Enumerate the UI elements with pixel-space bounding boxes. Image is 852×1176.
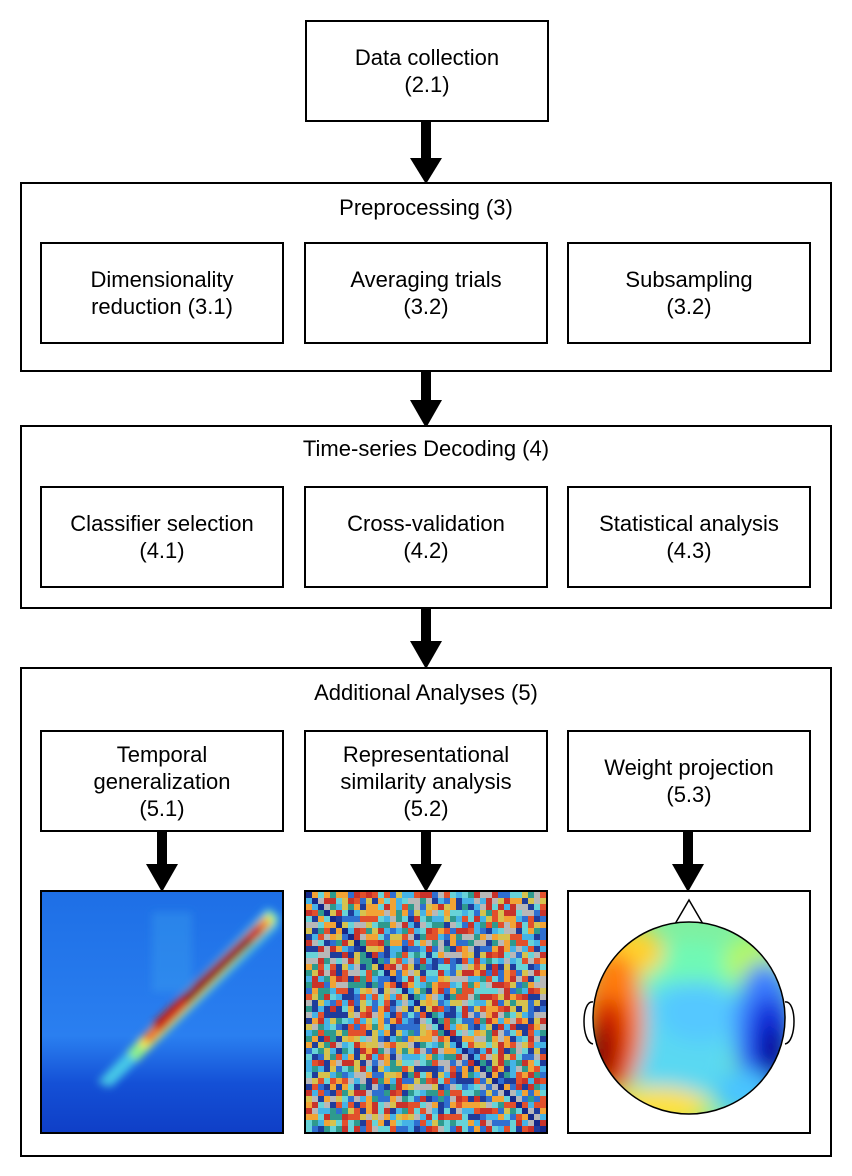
- step-ref: (3.2): [403, 294, 449, 319]
- rsa-dissimilarity-matrix: [304, 890, 548, 1134]
- step-ref: (4.2): [403, 538, 449, 563]
- subsampling-box: Subsampling (3.2): [567, 242, 811, 344]
- step-ref: (5.3): [666, 782, 712, 807]
- weight-projection-box: Weight projection (5.3): [567, 730, 811, 832]
- preprocessing-title: Preprocessing (3): [339, 195, 513, 220]
- arrow-down-icon: [410, 832, 442, 892]
- arrow-down-icon: [672, 832, 704, 892]
- step-label: Averaging trials: [350, 267, 502, 292]
- temporal-generalization-matrix: [40, 890, 284, 1134]
- step-ref: (5.1): [139, 795, 185, 821]
- step-ref: (4.1): [139, 538, 185, 563]
- cross-validation-box: Cross-validation (4.2): [304, 486, 548, 588]
- step-ref: (3.2): [666, 294, 712, 319]
- step-ref: reduction (3.1): [91, 294, 233, 319]
- step-label: Statistical analysis: [599, 511, 779, 536]
- step-ref: (4.3): [666, 538, 712, 563]
- data-collection-box: Data collection (2.1): [305, 20, 549, 122]
- step-label: Weight projection: [604, 755, 774, 780]
- averaging-trials-box: Averaging trials (3.2): [304, 242, 548, 344]
- step-label: Cross-validation: [347, 511, 505, 536]
- step-label: Subsampling: [625, 267, 753, 292]
- data-collection-ref: (2.1): [404, 72, 450, 97]
- step-label: Representational: [342, 741, 510, 767]
- step-label: similarity analysis: [340, 768, 512, 794]
- arrow-down-icon: [146, 832, 178, 892]
- arrow-down-icon: [410, 372, 442, 428]
- additional-analyses-title: Additional Analyses (5): [314, 680, 538, 705]
- decoding-title: Time-series Decoding (4): [302, 436, 550, 461]
- rsa-box: Representational similarity analysis (5.…: [304, 730, 548, 832]
- dimensionality-reduction-box: Dimensionality reduction (3.1): [40, 242, 284, 344]
- arrow-down-icon: [410, 122, 442, 184]
- arrow-down-icon: [410, 609, 442, 669]
- step-label: Classifier selection: [70, 511, 254, 536]
- step-label: generalization: [93, 768, 231, 794]
- data-collection-title: Data collection: [354, 45, 500, 70]
- step-label: Temporal: [116, 741, 208, 767]
- classifier-selection-box: Classifier selection (4.1): [40, 486, 284, 588]
- statistical-analysis-box: Statistical analysis (4.3): [567, 486, 811, 588]
- temporal-generalization-box: Temporal generalization (5.1): [40, 730, 284, 832]
- step-label: Dimensionality: [90, 267, 234, 292]
- scalp-topography-map: [567, 890, 811, 1134]
- step-ref: (5.2): [403, 795, 449, 821]
